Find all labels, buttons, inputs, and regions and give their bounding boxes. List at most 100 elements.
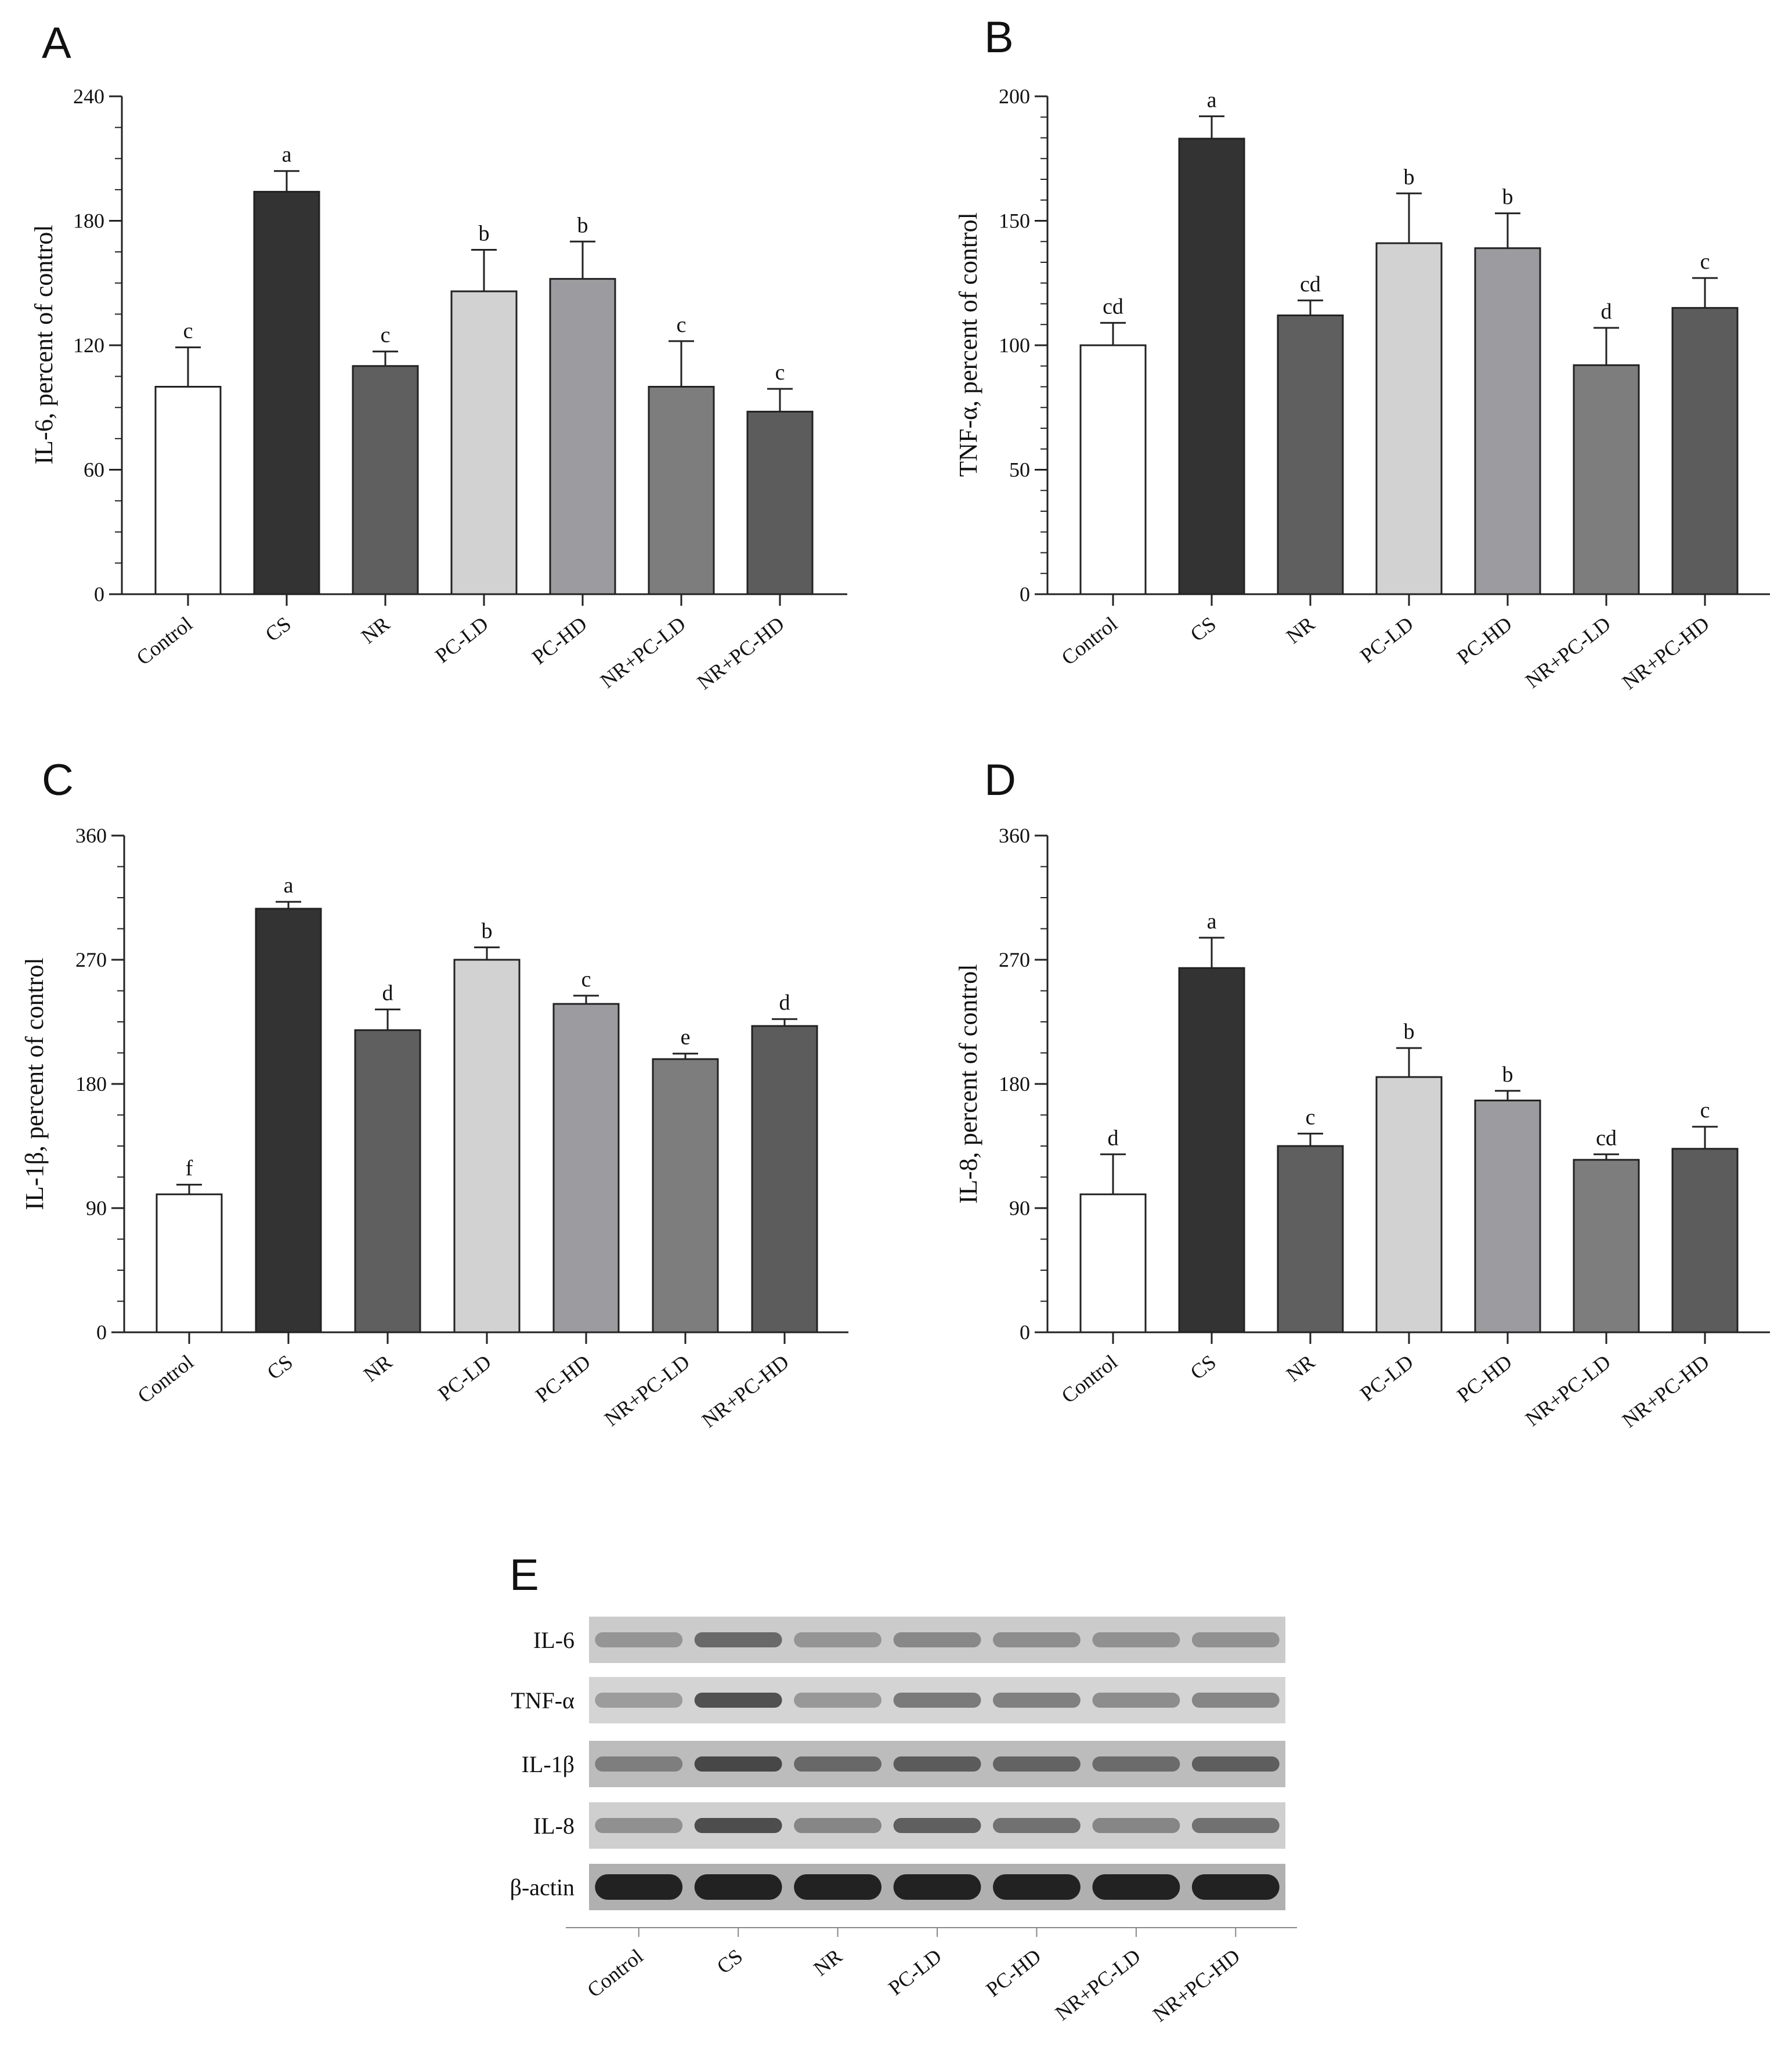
blot-band — [993, 1874, 1081, 1900]
panel-d: D IL-8, percent of control 0 90 180 270 360 d… — [954, 756, 1770, 1432]
y-tick-label: 180 — [75, 1072, 107, 1096]
blot-band — [993, 1818, 1081, 1833]
significance-label: b — [1404, 1020, 1415, 1044]
bar-chart-d: 0 90 180 270 360 d Control a CS c NR b PC-LD b PC-HD cd… — [999, 824, 1770, 1432]
blot-band — [893, 1874, 981, 1900]
blot-band — [1191, 1756, 1280, 1772]
x-tick-label: CS — [261, 612, 295, 646]
y-tick-label: 360 — [999, 824, 1030, 847]
significance-label: d — [1108, 1126, 1119, 1150]
significance-label: c — [381, 323, 391, 348]
significance-label: a — [282, 143, 292, 167]
significance-label: f — [186, 1156, 193, 1181]
y-axis-title-a: IL-6, percent of control — [30, 225, 58, 465]
blot-row-label: TNF-α — [511, 1687, 575, 1714]
panel-c: C IL-1β, percent of control 0 90 180 270 360… — [20, 756, 848, 1432]
x-tick-label: NR+PC-LD — [1521, 612, 1615, 693]
bar — [1375, 1076, 1443, 1333]
y-tick-label: 100 — [999, 334, 1030, 357]
significance-label: c — [183, 319, 193, 344]
y-tick-label: 180 — [999, 1072, 1030, 1096]
blot-lane-label: Control — [583, 1944, 647, 2002]
blot-band — [794, 1756, 881, 1772]
x-tick-label: NR+PC-LD — [600, 1350, 694, 1431]
blot-row-label: IL-8 — [533, 1813, 575, 1839]
blot-band — [1191, 1818, 1280, 1833]
y-axis-title-d: IL-8, percent of control — [954, 964, 982, 1204]
x-tick-label: NR — [357, 612, 394, 648]
y-tick-label: 270 — [75, 948, 107, 971]
significance-label: b — [577, 213, 588, 237]
bar — [1277, 1145, 1344, 1333]
y-tick-label: 60 — [84, 458, 104, 482]
x-tick-label: NR — [1282, 612, 1319, 648]
y-tick-label: 90 — [86, 1197, 107, 1220]
significance-label: cd — [1103, 294, 1123, 319]
x-tick-label: CS — [1186, 1350, 1220, 1385]
bar — [746, 410, 814, 595]
blot-band — [893, 1818, 981, 1833]
significance-label: d — [779, 991, 790, 1015]
blot-band — [595, 1632, 683, 1647]
blot-band — [993, 1632, 1081, 1647]
y-tick-label: 150 — [999, 209, 1030, 233]
blot-band — [993, 1756, 1081, 1772]
significance-label: c — [1700, 1098, 1710, 1123]
blot-row-label: β-actin — [510, 1874, 575, 1900]
blot-band — [993, 1693, 1081, 1708]
x-tick-label: PC-HD — [1453, 1350, 1516, 1407]
x-tick-label: NR+PC-HD — [693, 612, 789, 694]
panel-e: E IL-6 TNF-α IL-1β IL-8 β-actin Control CS NR PC… — [510, 1550, 1297, 2026]
bar — [1079, 1193, 1147, 1333]
x-tick-label: PC-LD — [431, 612, 493, 668]
bar — [156, 1193, 223, 1333]
blot-band — [694, 1632, 782, 1647]
x-tick-label: Control — [133, 1350, 198, 1408]
y-tick-label: 50 — [1009, 458, 1030, 482]
blot-band — [694, 1756, 782, 1772]
significance-label: cd — [1300, 272, 1321, 297]
y-axis-title-c: IL-1β, percent of control — [20, 957, 49, 1210]
bar — [1079, 344, 1147, 595]
y-tick-label: 0 — [96, 1321, 107, 1344]
bar — [1573, 364, 1640, 595]
significance-label: b — [1404, 165, 1415, 189]
blot-band — [1092, 1693, 1180, 1708]
panel-letter-e: E — [510, 1550, 539, 1600]
bar — [1671, 307, 1739, 595]
significance-label: c — [677, 313, 687, 337]
blot-band — [595, 1756, 683, 1772]
bar — [1474, 1100, 1541, 1333]
significance-label: d — [1601, 299, 1612, 324]
blot-band — [694, 1874, 782, 1900]
bar — [652, 1058, 719, 1333]
bar — [552, 1003, 620, 1333]
significance-label: c — [581, 967, 591, 992]
y-tick-label: 90 — [1009, 1197, 1030, 1220]
bar — [1178, 138, 1245, 595]
x-tick-label: PC-HD — [528, 612, 591, 669]
significance-label: e — [681, 1025, 691, 1050]
blot-band — [1092, 1632, 1180, 1647]
y-tick-label: 200 — [999, 85, 1030, 108]
blot-band — [1092, 1818, 1180, 1833]
bar — [549, 278, 616, 595]
blot-band — [1092, 1874, 1180, 1900]
significance-label: c — [1306, 1105, 1316, 1130]
blot-band — [794, 1818, 881, 1833]
blot-band — [595, 1693, 683, 1708]
bar — [253, 190, 320, 595]
significance-label: d — [382, 981, 393, 1006]
blot-lane-label: NR+PC-LD — [1051, 1944, 1145, 2025]
x-tick-label: NR+PC-LD — [596, 612, 690, 693]
bar — [648, 386, 715, 595]
x-tick-label: Control — [1057, 612, 1122, 670]
x-tick-label: NR+PC-LD — [1521, 1350, 1615, 1431]
significance-label: b — [482, 919, 493, 944]
bar — [154, 386, 222, 595]
x-tick-label: NR+PC-HD — [1618, 612, 1714, 694]
blot-row-label: IL-6 — [533, 1627, 575, 1653]
blot-band — [694, 1693, 782, 1708]
x-tick-label: PC-LD — [1356, 612, 1418, 668]
bar — [255, 908, 322, 1333]
